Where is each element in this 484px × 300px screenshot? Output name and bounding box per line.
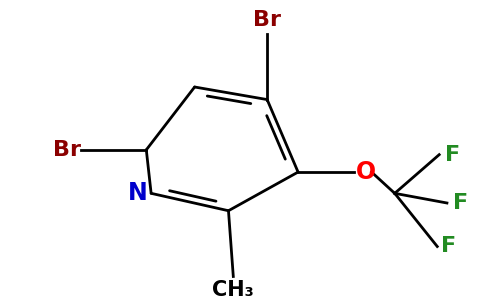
Text: O: O	[356, 160, 376, 184]
Text: F: F	[441, 236, 456, 256]
Text: F: F	[445, 145, 460, 165]
Text: N: N	[128, 181, 148, 205]
Text: Br: Br	[53, 140, 81, 160]
Text: Br: Br	[253, 10, 281, 30]
Text: F: F	[453, 193, 468, 213]
Text: CH₃: CH₃	[212, 280, 254, 300]
